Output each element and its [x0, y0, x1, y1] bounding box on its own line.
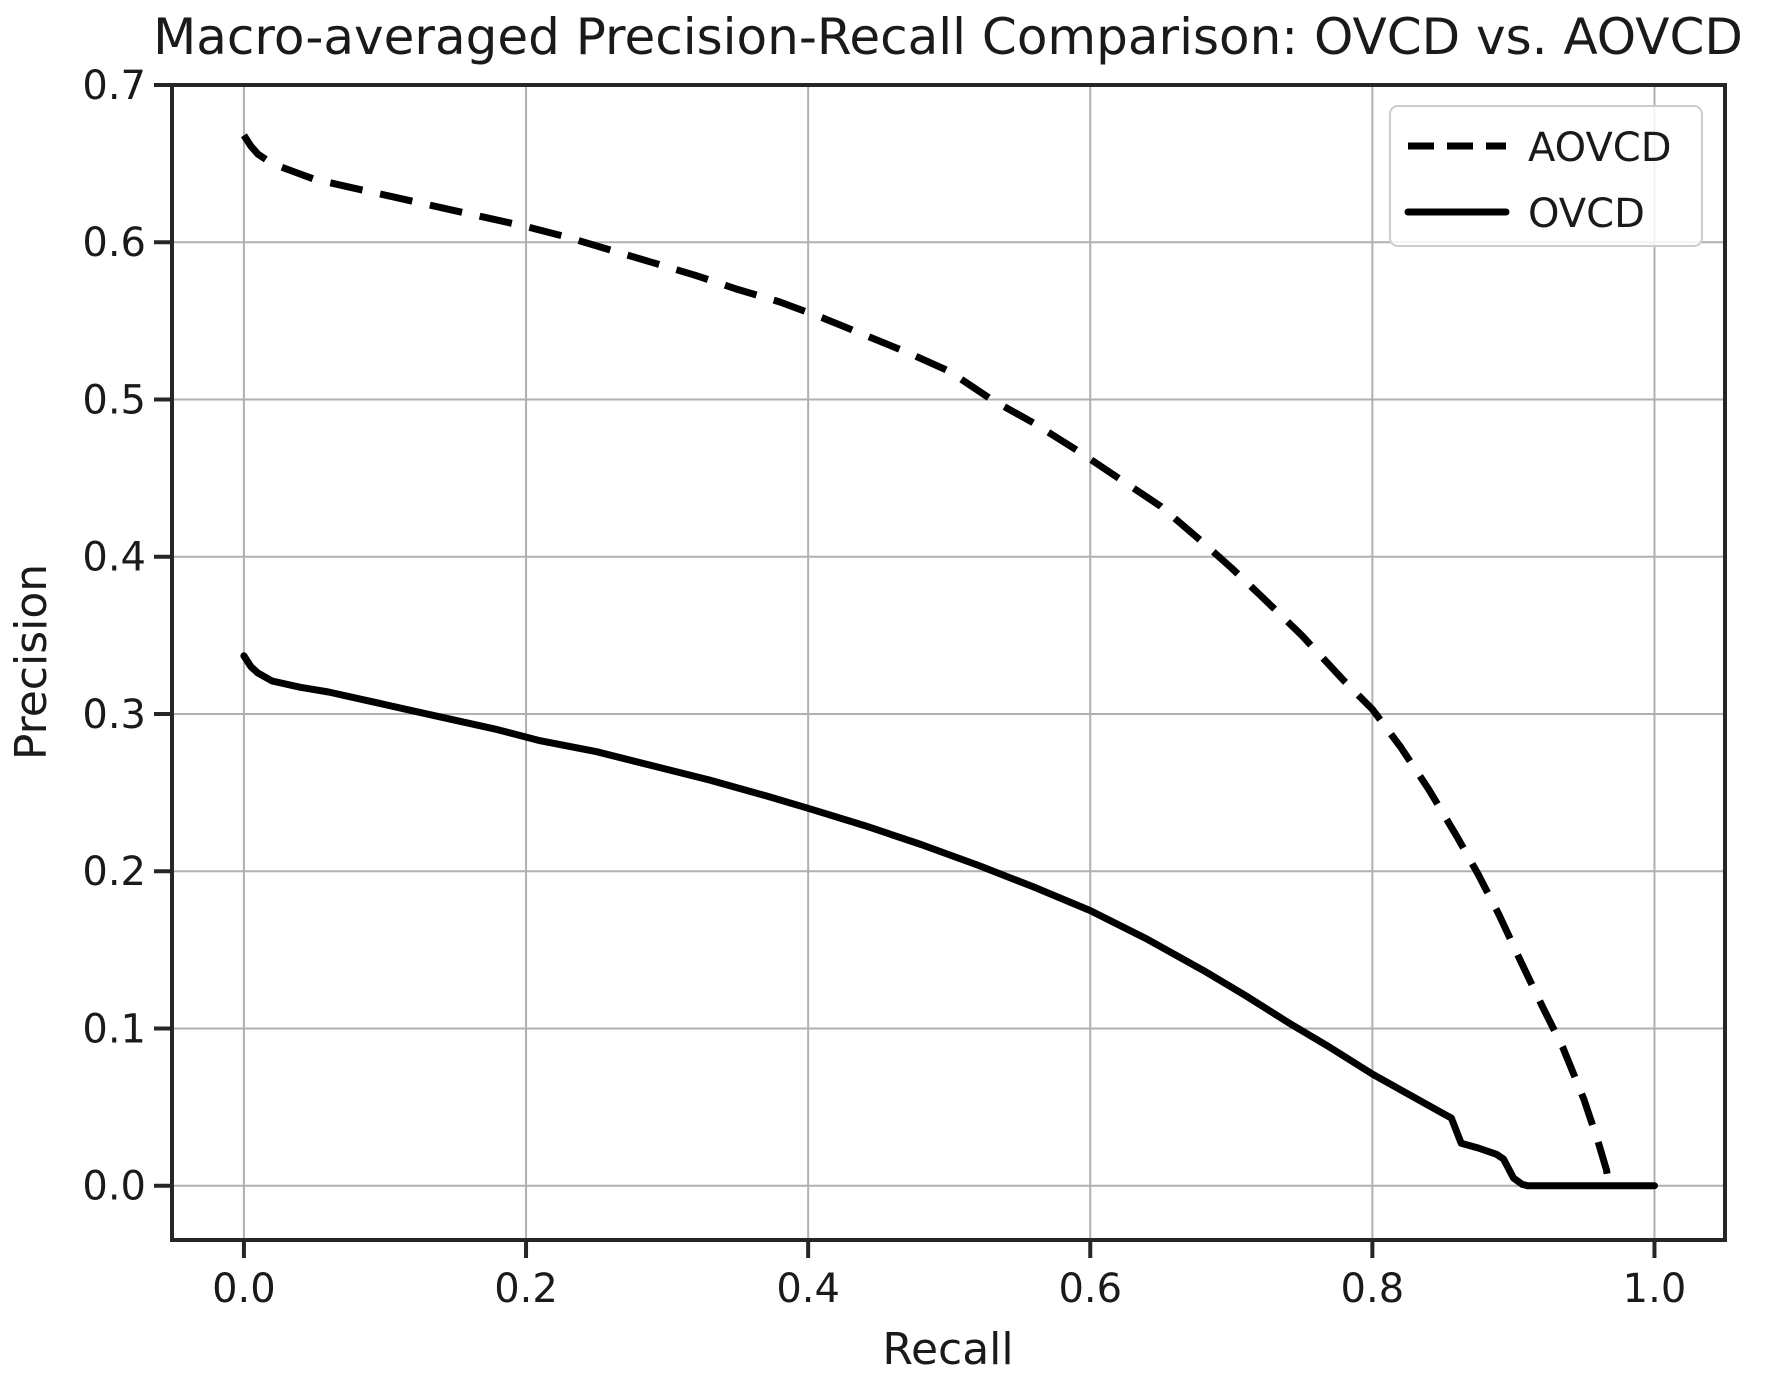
y-axis-label: Precision: [6, 564, 57, 760]
aovcd-curve: [240, 133, 1613, 1187]
y-tick-label-0.3: 0.3: [82, 692, 146, 738]
legend-label-aovcd: AOVCD: [1528, 125, 1672, 171]
x-tick-label-0: 0.0: [212, 1266, 276, 1312]
axes-spines: [170, 83, 1727, 1242]
y-tick-label-0.5: 0.5: [82, 377, 146, 423]
y-tick-label-0.2: 0.2: [82, 849, 146, 895]
curves: [240, 133, 1658, 1190]
y-tick-label-0: 0.0: [82, 1164, 146, 1210]
grid: [172, 84, 1725, 1240]
y-tick-label-0.1: 0.1: [82, 1006, 146, 1052]
x-axis-label: Recall: [882, 1324, 1013, 1375]
legend-label-ovcd: OVCD: [1528, 191, 1645, 237]
x-tick-label-0.6: 0.6: [1058, 1266, 1122, 1312]
legend: AOVCD OVCD: [1389, 105, 1703, 247]
ovcd-curve: [240, 652, 1658, 1190]
x-tick-label-0.4: 0.4: [776, 1266, 840, 1312]
y-tick-label-0.7: 0.7: [82, 63, 146, 109]
y-tick-label-0.6: 0.6: [82, 220, 146, 266]
y-tick-label-0.4: 0.4: [82, 535, 146, 581]
tick-marks: [154, 83, 1657, 1258]
x-tick-label-0.8: 0.8: [1341, 1266, 1405, 1312]
tick-labels: 0.0 0.2 0.4 0.6 0.8 1.0 0.0 0.1 0.2 0.3 0.4 0.5 0.6 0…: [82, 63, 1686, 1312]
x-tick-label-0.2: 0.2: [494, 1266, 558, 1312]
chart-title: Macro-averaged Precision-Recall Comparis…: [153, 8, 1743, 66]
x-tick-label-1: 1.0: [1623, 1266, 1687, 1312]
